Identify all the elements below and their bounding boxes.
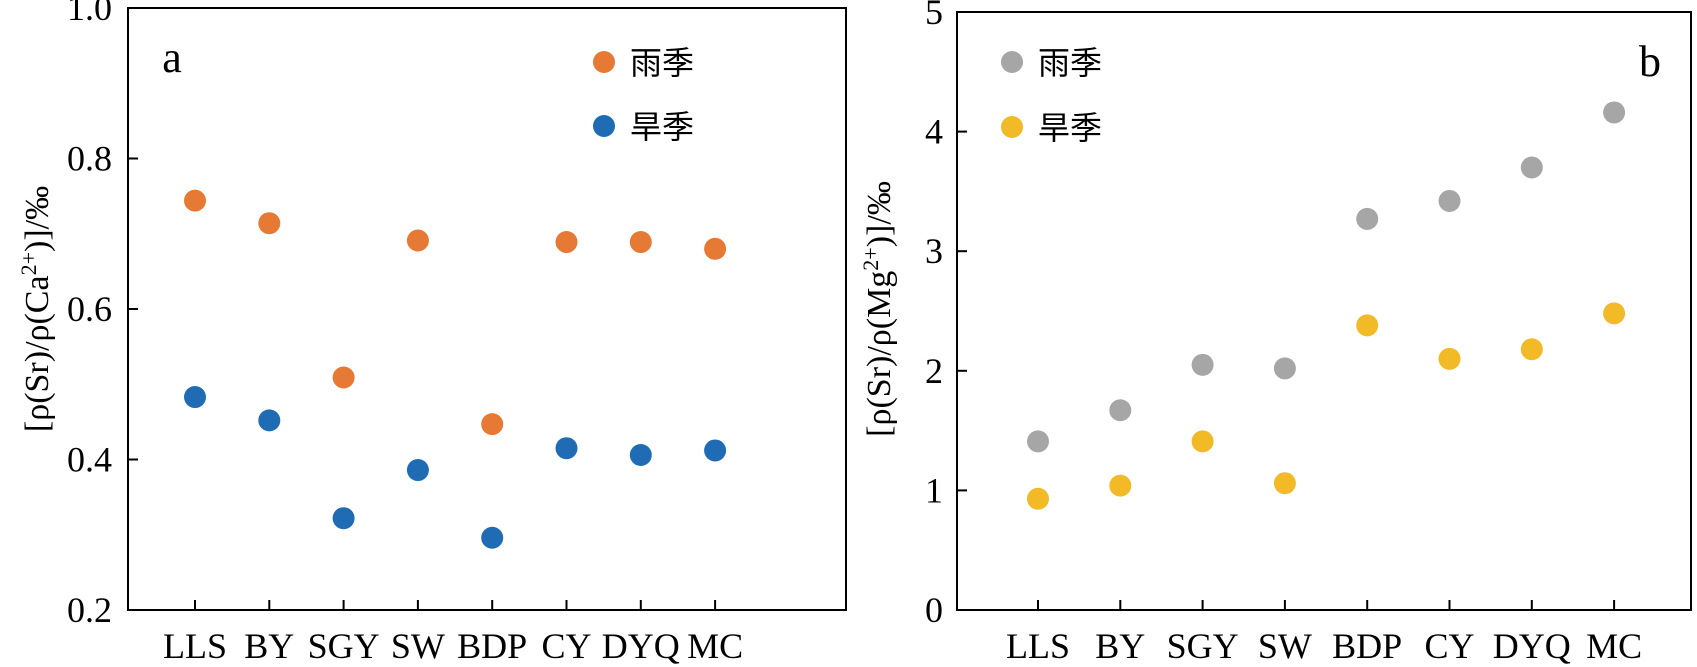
panel-a: a 雨季 旱季 [ρ(Sr)/ρ(Ca2+)]/‰ 0.2 0.4 0.6 0.8 1.… (16, 0, 847, 666)
x-tick-label-b: SGY (1167, 626, 1239, 666)
data-point-b-dry-cy (1438, 347, 1461, 370)
y-tick-label-b: 3 (925, 231, 943, 271)
data-point-b-rain-cy (1438, 189, 1461, 212)
data-point-a-dry-sw (406, 459, 429, 482)
y-tick-label-a: 0.8 (67, 139, 112, 179)
panel-b-y-axis-label: [ρ(Sr)/ρ(Mg2+)]/‰ (858, 181, 898, 437)
data-point-b-dry-mc (1603, 302, 1626, 325)
data-point-a-dry-by (258, 409, 281, 432)
data-point-a-dry-lls (184, 386, 206, 409)
y-tick-label-a: 0.6 (67, 289, 112, 329)
data-point-b-rain-by (1109, 399, 1132, 422)
x-tick-label-a: BY (244, 626, 294, 666)
data-point-b-dry-sgy (1191, 430, 1214, 453)
legend-dry-label-a: 旱季 (630, 108, 694, 146)
legend-dry-marker-b (1001, 116, 1023, 138)
x-tick-label-a: BDP (457, 626, 527, 666)
panel-a-frame (127, 7, 847, 611)
panel-a-legend: 雨季 旱季 (593, 44, 694, 146)
y-tick-label-b: 0 (925, 590, 943, 630)
data-point-a-rain-by (258, 212, 281, 235)
x-tick-label-b: BDP (1332, 626, 1402, 666)
panel-a-label: a (162, 33, 182, 82)
data-point-a-dry-bdp (481, 526, 504, 549)
data-point-b-dry-sw (1273, 472, 1296, 495)
data-point-a-dry-sgy (332, 507, 355, 530)
y-tick-label-b: 5 (925, 0, 943, 32)
data-point-b-rain-bdp (1356, 207, 1379, 230)
legend-rain-marker-b (1001, 51, 1023, 73)
x-tick-label-a: SGY (308, 626, 380, 666)
data-point-a-dry-cy (555, 437, 578, 460)
legend-rain-label-b: 雨季 (1038, 44, 1102, 82)
panel-b-label: b (1639, 37, 1661, 86)
y-tick-label-b: 1 (925, 470, 943, 510)
x-tick-label-b: SW (1258, 626, 1312, 666)
x-tick-label-b: MC (1586, 626, 1642, 666)
data-point-a-rain-dyq (629, 231, 652, 254)
data-point-b-rain-sgy (1191, 353, 1214, 376)
x-tick-label-b: CY (1424, 626, 1474, 666)
data-point-b-dry-bdp (1356, 314, 1379, 337)
x-tick-label-b: BY (1095, 626, 1145, 666)
y-tick-label-a: 0.2 (67, 590, 112, 630)
x-tick-label-a: MC (687, 626, 743, 666)
y-tick-label-a: 0.4 (67, 440, 112, 480)
data-point-a-rain-sw (406, 229, 429, 252)
panel-a-y-axis-label: [ρ(Sr)/ρ(Ca2+)]/‰ (16, 186, 56, 432)
y-tick-label-b: 4 (925, 112, 943, 152)
x-tick-label-a: LLS (163, 626, 227, 666)
y-tick-label-b: 2 (925, 351, 943, 391)
data-point-b-rain-lls (1027, 430, 1049, 453)
legend-dry-label-b: 旱季 (1038, 109, 1102, 147)
data-point-a-rain-cy (555, 231, 578, 254)
data-point-b-dry-dyq (1520, 338, 1543, 361)
data-point-b-rain-sw (1273, 357, 1296, 380)
x-tick-label-a: DYQ (602, 626, 680, 666)
panel-b-plot: 0 1 2 3 4 5 LLS BY SGY SW BDP CY DYQ MC (925, 0, 1642, 666)
data-point-a-rain-mc (704, 237, 727, 260)
panel-b-legend: 雨季 旱季 (1001, 44, 1102, 147)
legend-dry-marker-a (593, 115, 615, 137)
data-point-a-rain-sgy (332, 366, 355, 389)
panel-b-frame (956, 11, 1692, 611)
y-tick-label-a: 1.0 (67, 0, 112, 28)
legend-rain-label-a: 雨季 (630, 44, 694, 82)
x-tick-label-b: LLS (1006, 626, 1070, 666)
panel-b: b 雨季 旱季 [ρ(Sr)/ρ(Mg2+)]/‰ 0 1 2 3 4 5 LLS BY SGY… (858, 0, 1692, 666)
data-point-b-dry-by (1109, 474, 1132, 497)
data-point-a-rain-lls (184, 189, 206, 212)
data-point-a-dry-dyq (629, 443, 652, 466)
x-tick-label-b: DYQ (1493, 626, 1571, 666)
x-tick-label-a: SW (391, 626, 445, 666)
data-point-b-rain-mc (1603, 101, 1626, 124)
legend-rain-marker-a (593, 51, 615, 73)
data-point-b-rain-dyq (1520, 156, 1543, 179)
data-point-a-rain-bdp (481, 413, 504, 436)
x-tick-label-a: CY (541, 626, 591, 666)
panel-a-plot: 0.2 0.4 0.6 0.8 1.0 LLS BY SGY SW BDP CY DYQ MC (67, 0, 743, 666)
data-point-b-dry-lls (1027, 487, 1049, 510)
data-point-a-dry-mc (704, 439, 727, 462)
